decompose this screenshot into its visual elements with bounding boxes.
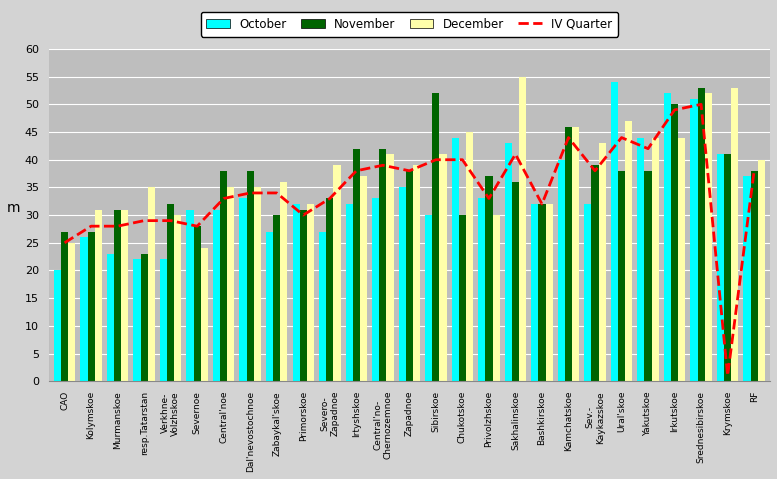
Bar	[292, 204, 300, 381]
Bar	[254, 187, 261, 381]
Legend: October, November, December, IV Quarter: October, November, December, IV Quarter	[200, 11, 618, 36]
Bar	[61, 232, 68, 381]
Bar	[451, 137, 458, 381]
Bar	[545, 204, 552, 381]
Bar	[678, 137, 685, 381]
Bar	[360, 176, 367, 381]
Bar	[637, 137, 644, 381]
Bar	[558, 160, 565, 381]
Bar	[266, 232, 274, 381]
Bar	[372, 198, 379, 381]
Bar	[717, 154, 724, 381]
Bar	[538, 204, 545, 381]
Bar	[591, 165, 598, 381]
Bar	[326, 198, 333, 381]
Bar	[478, 198, 486, 381]
Bar	[690, 99, 698, 381]
Bar	[399, 187, 406, 381]
Bar	[68, 243, 75, 381]
Bar	[300, 209, 307, 381]
Bar	[121, 209, 128, 381]
Bar	[200, 248, 208, 381]
Bar	[744, 176, 751, 381]
Bar	[664, 93, 671, 381]
Bar	[353, 148, 360, 381]
Bar	[346, 204, 353, 381]
Bar	[618, 171, 625, 381]
Bar	[134, 260, 141, 381]
Bar	[406, 171, 413, 381]
Bar	[193, 226, 200, 381]
Bar	[652, 137, 659, 381]
Bar	[174, 215, 181, 381]
Bar	[458, 215, 466, 381]
Bar	[239, 198, 246, 381]
Bar	[274, 215, 280, 381]
Bar	[386, 154, 394, 381]
Bar	[95, 209, 102, 381]
Bar	[425, 215, 432, 381]
Bar	[705, 93, 712, 381]
Bar	[379, 148, 386, 381]
Bar	[432, 93, 440, 381]
Bar	[731, 88, 738, 381]
Bar	[148, 187, 155, 381]
Bar	[114, 209, 121, 381]
Bar	[54, 271, 61, 381]
Bar	[486, 176, 493, 381]
Bar	[141, 254, 148, 381]
Bar	[466, 132, 473, 381]
Bar	[80, 237, 88, 381]
Bar	[107, 254, 114, 381]
Bar	[698, 88, 705, 381]
Bar	[228, 187, 235, 381]
Bar	[88, 232, 95, 381]
Bar	[531, 204, 538, 381]
Bar	[319, 232, 326, 381]
Bar	[512, 182, 519, 381]
Bar	[186, 209, 193, 381]
Bar	[584, 204, 591, 381]
Bar	[758, 160, 765, 381]
Bar	[505, 143, 512, 381]
Bar	[413, 165, 420, 381]
Bar	[611, 82, 618, 381]
Bar	[519, 77, 526, 381]
Bar	[671, 104, 678, 381]
Bar	[565, 126, 572, 381]
Bar	[213, 209, 220, 381]
Bar	[751, 171, 758, 381]
Bar	[220, 171, 228, 381]
Bar	[167, 204, 174, 381]
Bar	[280, 182, 287, 381]
Y-axis label: m: m	[7, 201, 20, 215]
Bar	[307, 204, 314, 381]
Bar	[724, 154, 731, 381]
Bar	[160, 260, 167, 381]
Bar	[644, 171, 652, 381]
Bar	[625, 121, 632, 381]
Bar	[440, 154, 447, 381]
Bar	[333, 165, 340, 381]
Bar	[598, 143, 606, 381]
Bar	[572, 126, 579, 381]
Bar	[493, 215, 500, 381]
Bar	[246, 171, 254, 381]
